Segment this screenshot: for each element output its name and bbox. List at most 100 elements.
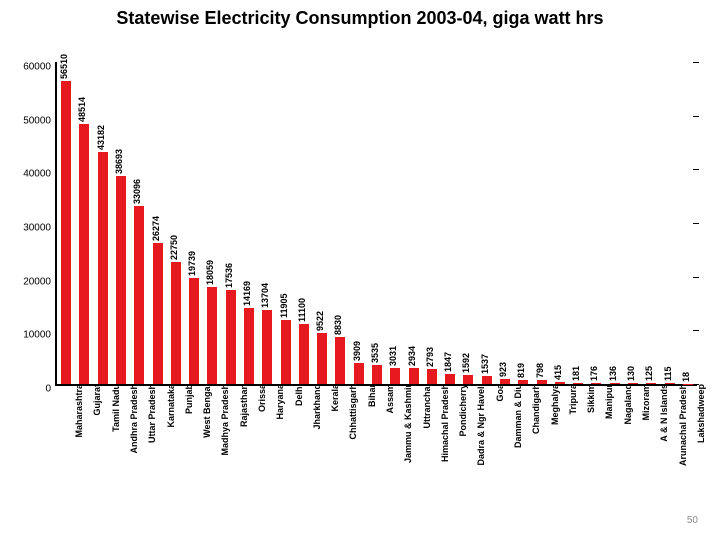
y-tick-label: 50000 <box>23 115 57 126</box>
y-tick-label: 10000 <box>23 330 57 341</box>
bar: 38693 <box>116 176 126 384</box>
bar-value-label: 115 <box>663 367 673 382</box>
x-tick-label: Goa <box>491 384 505 402</box>
y-tick-mark <box>693 277 699 278</box>
y-tick-label: 30000 <box>23 223 57 234</box>
x-tick-label: A & N Islands <box>655 384 669 442</box>
x-tick-label: West Bengal <box>198 384 212 438</box>
page-title: Statewise Electricity Consumption 2003-0… <box>0 8 720 29</box>
bar-value-label: 1847 <box>443 352 453 372</box>
bar: 22750 <box>171 262 181 384</box>
x-tick-label: Himachal Pradesh <box>436 384 450 462</box>
bar-value-label: 11100 <box>297 298 307 322</box>
bar-value-label: 14169 <box>242 281 252 306</box>
x-tick-label: Tripura <box>564 384 578 415</box>
bar-value-label: 17536 <box>224 263 234 288</box>
bar-value-label: 33096 <box>132 179 142 204</box>
bar-value-label: 3031 <box>388 346 398 366</box>
y-tick-mark <box>693 62 699 63</box>
bar-value-label: 181 <box>571 366 581 381</box>
x-tick-label: Tamil Nadu <box>107 384 121 432</box>
x-tick-label: Uttar Pradesh <box>143 384 157 443</box>
y-tick-mark <box>693 116 699 117</box>
bar: 18059 <box>207 287 217 384</box>
bar: 48514 <box>79 124 89 384</box>
x-tick-label: Maharashtra <box>70 384 84 438</box>
x-tick-label: Karnataka <box>162 384 176 428</box>
bar: 3535 <box>372 365 382 384</box>
x-tick-label: Damman & Diu <box>509 384 523 448</box>
bar: 43182 <box>98 152 108 384</box>
bar-value-label: 22750 <box>169 235 179 260</box>
bar: 2934 <box>409 368 419 384</box>
bar-value-label: 13704 <box>260 283 270 308</box>
bar: 26274 <box>153 243 163 384</box>
bar-value-label: 3535 <box>370 343 380 363</box>
bar-value-label: 11905 <box>279 294 289 319</box>
y-tick-label: 60000 <box>23 62 57 73</box>
plot-area: 010000200003000040000500006000056510Maha… <box>55 62 697 386</box>
x-tick-label: Meghalya <box>546 384 560 425</box>
bar: 1847 <box>445 374 455 384</box>
bar-value-label: 415 <box>553 365 563 380</box>
x-tick-label: Nagaland <box>619 384 633 425</box>
bar-chart: 010000200003000040000500006000056510Maha… <box>55 62 695 384</box>
bar: 1537 <box>482 376 492 384</box>
x-tick-label: Orissa <box>253 384 267 412</box>
bar: 8830 <box>335 337 345 384</box>
bar-value-label: 8830 <box>333 315 343 335</box>
x-tick-label: Lakshadweep <box>692 384 706 443</box>
bar: 2793 <box>427 369 437 384</box>
bar: 11905 <box>281 320 291 384</box>
bar: 9522 <box>317 333 327 384</box>
x-tick-label: Pondicherry <box>454 384 468 437</box>
bar: 17536 <box>226 290 236 384</box>
bar: 14169 <box>244 308 254 384</box>
bar-value-label: 136 <box>608 366 618 381</box>
x-tick-label: Delhi <box>290 384 304 406</box>
bar: 33096 <box>134 206 144 384</box>
x-tick-label: Madhya Pradesh <box>216 384 230 456</box>
x-tick-label: Manipur <box>600 384 614 419</box>
bar: 3031 <box>390 368 400 384</box>
bar-value-label: 18059 <box>205 260 215 285</box>
x-tick-label: Assam <box>381 384 395 414</box>
y-tick-mark <box>693 169 699 170</box>
bar-value-label: 18 <box>681 372 691 382</box>
bar-value-label: 56510 <box>59 54 69 79</box>
x-tick-label: Chandigarh <box>527 384 541 434</box>
bar-value-label: 19739 <box>187 251 197 276</box>
bar-value-label: 1537 <box>480 354 490 374</box>
bar-value-label: 176 <box>589 366 599 381</box>
bar-value-label: 2793 <box>425 347 435 367</box>
x-tick-label: Gujarat <box>88 384 102 416</box>
bar-value-label: 43182 <box>96 125 106 150</box>
x-tick-label: Rajasthan <box>235 384 249 427</box>
bar: 13704 <box>262 310 272 384</box>
bar-value-label: 125 <box>644 366 654 381</box>
bar-value-label: 819 <box>516 363 526 378</box>
bar: 3909 <box>354 363 364 384</box>
x-tick-label: Chhattisgarh <box>344 384 358 440</box>
x-tick-label: Dadra & Ngr Haveli <box>472 384 486 466</box>
x-tick-label: Bihar <box>363 384 377 407</box>
x-tick-label: Jharkhand <box>308 384 322 430</box>
bar-value-label: 1592 <box>461 353 471 373</box>
x-tick-label: Uttranchal <box>418 384 432 429</box>
y-tick-label: 20000 <box>23 276 57 287</box>
bar-value-label: 9522 <box>315 311 325 331</box>
y-tick-label: 40000 <box>23 169 57 180</box>
y-tick-mark <box>693 223 699 224</box>
x-tick-label: Sikkim <box>582 384 596 413</box>
bar-value-label: 26274 <box>151 216 161 241</box>
bar: 11100 <box>299 324 309 384</box>
x-tick-label: Punjab <box>180 384 194 414</box>
bar: 19739 <box>189 278 199 384</box>
page-number: 50 <box>687 515 698 526</box>
bar-value-label: 798 <box>535 363 545 378</box>
bar-value-label: 130 <box>626 366 636 381</box>
x-tick-label: Mizoram <box>637 384 651 421</box>
x-tick-label: Andhra Pradesh <box>125 384 139 454</box>
bar-value-label: 923 <box>498 362 508 377</box>
x-tick-label: Haryana <box>271 384 285 420</box>
